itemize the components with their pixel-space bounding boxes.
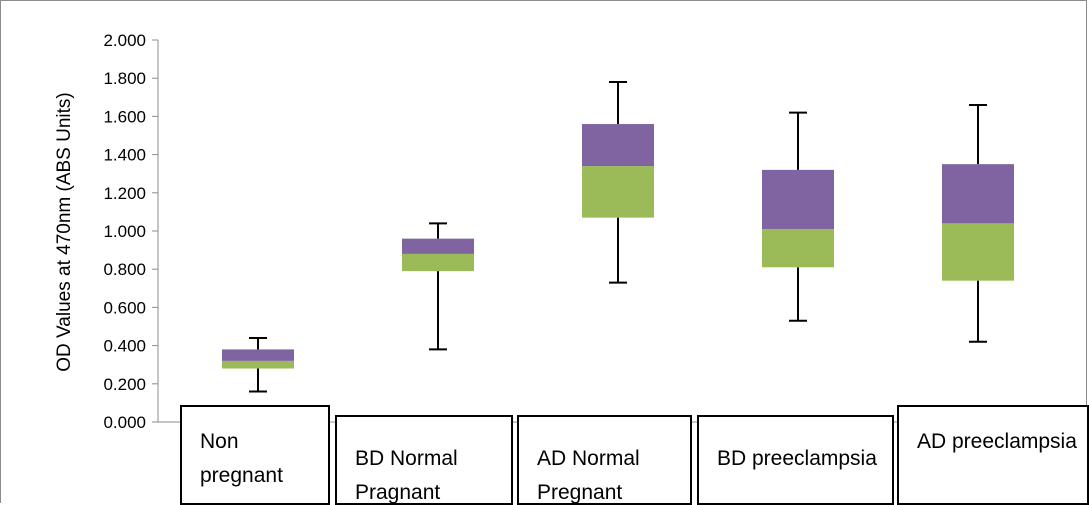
box-series [222,81,1014,393]
lower-box-segment [402,253,474,272]
upper-box-segment [942,164,1014,224]
lower-box-segment [582,166,654,218]
category-label-box: AD preeclampsia [897,405,1089,505]
category-label: Non pregnant [200,430,283,487]
box-4 [762,111,834,322]
lower-box-segment [222,360,294,369]
y-tick-label: 1.200 [103,184,146,203]
box-2 [402,222,474,351]
lower-box-segment [942,223,1014,281]
upper-box-segment [762,169,834,230]
y-axis-label: OD Values at 470nm (ABS Units) [54,92,75,371]
box-1 [222,336,294,393]
upper-box-segment [402,238,474,254]
y-tick-label: 0.200 [103,375,146,394]
y-tick-label: 0.000 [103,413,146,432]
y-tick-label: 0.800 [103,260,146,279]
lower-box-segment [762,229,834,268]
box-3 [582,81,654,284]
category-label-box: BD preeclampsia [697,415,894,505]
upper-box-segment [582,124,654,167]
y-tick-label: 2.000 [103,31,146,50]
category-label: AD preeclampsia [917,430,1077,453]
y-tick-label: 1.600 [103,107,146,126]
y-axis: 0.000 0.200 0.400 0.600 0.800 1.000 1.200 1.400… [103,31,1089,432]
category-label: BD Normal Pragnant [355,447,458,504]
category-label-box: AD Normal Pregnant [517,415,692,505]
upper-box-segment [222,349,294,361]
y-tick-label: 0.400 [103,337,146,356]
category-label: AD Normal Pregnant [537,447,640,504]
y-tick-label: 1.000 [103,222,146,241]
category-label-box: Non pregnant [180,405,330,505]
y-tick-label: 1.400 [103,146,146,165]
y-tick-label: 1.800 [103,69,146,88]
box-5 [942,103,1014,343]
category-label-box: BD Normal Pragnant [335,415,513,505]
category-label: BD preeclampsia [717,447,877,470]
y-tick-label: 0.600 [103,298,146,317]
